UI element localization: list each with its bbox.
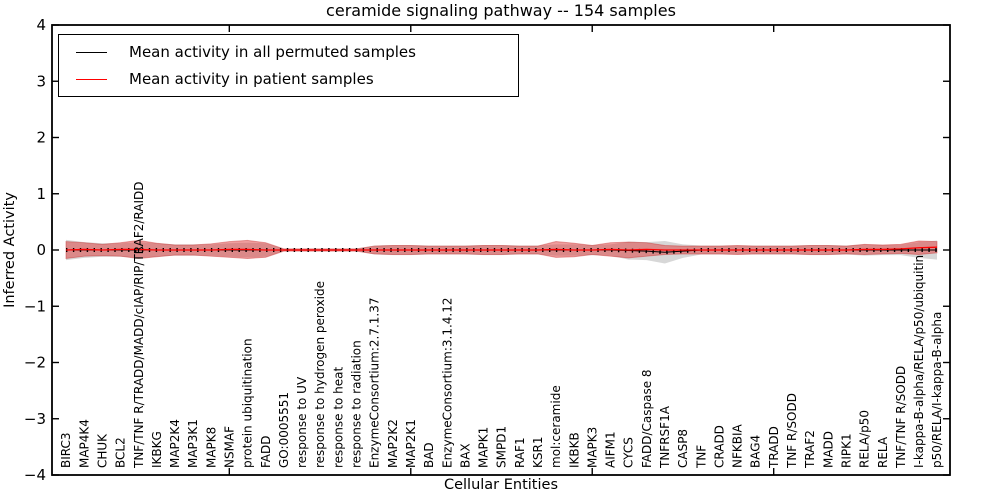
entity-tick-label: IKBKB bbox=[567, 432, 581, 468]
y-tick-label: 2 bbox=[36, 129, 46, 147]
entity-tick-label: response to hydrogen peroxide bbox=[313, 281, 327, 468]
y-tick-label: −3 bbox=[24, 410, 46, 428]
entity-tick-label: CYCS bbox=[622, 437, 636, 468]
entity-tick-label: RELA/p50 bbox=[858, 410, 872, 468]
entity-tick-label: MAP3K1 bbox=[186, 419, 200, 468]
entity-tick-label: MAPK1 bbox=[477, 427, 491, 468]
entity-tick-label: TRAF2 bbox=[803, 430, 817, 469]
legend-entry-patient: Mean activity in patient samples bbox=[59, 66, 518, 93]
y-tick-label: −1 bbox=[24, 297, 46, 315]
entity-tick-label: EnzymeConsortium:2.7.1.37 bbox=[368, 297, 382, 468]
entity-tick-label: BIRC3 bbox=[59, 432, 73, 468]
entity-tick-label: RELA bbox=[876, 436, 890, 468]
entity-tick-label: FADD bbox=[259, 436, 273, 469]
entity-tick-label: MAPK8 bbox=[204, 427, 218, 468]
entity-tick-label: NFKBIA bbox=[731, 423, 745, 468]
entity-tick-label: TNF R/SODD bbox=[785, 393, 799, 469]
entity-tick-label: response to heat bbox=[331, 366, 345, 468]
entity-tick-label: MAP2K2 bbox=[386, 419, 400, 468]
entity-tick-label: BAD bbox=[422, 442, 436, 468]
patient-line-swatch bbox=[76, 78, 107, 80]
legend: Mean activity in all permuted samples Me… bbox=[58, 34, 519, 97]
legend-label-patient: Mean activity in patient samples bbox=[129, 70, 374, 88]
entity-tick-label: MADD bbox=[821, 431, 835, 468]
x-axis-label: Cellular Entities bbox=[443, 477, 559, 493]
entity-tick-label: MAP2K4 bbox=[168, 419, 182, 468]
entity-tick-label: NSMAF bbox=[223, 426, 237, 468]
y-tick-label: 1 bbox=[36, 185, 46, 203]
chart-title: ceramide signaling pathway -- 154 sample… bbox=[326, 1, 676, 20]
entity-tick-label: CHUK bbox=[95, 433, 109, 468]
patient-mean-line bbox=[65, 246, 938, 251]
legend-label-permuted: Mean activity in all permuted samples bbox=[129, 43, 416, 61]
entity-tick-label: EnzymeConsortium:3.1.4.12 bbox=[440, 297, 454, 468]
y-tick-label: −2 bbox=[24, 354, 46, 372]
entity-tick-label: AIFM1 bbox=[604, 431, 618, 468]
entity-tick-label: BCL2 bbox=[114, 437, 128, 468]
entity-tick-label: MAP2K1 bbox=[404, 419, 418, 468]
entity-tick-label: CASP8 bbox=[676, 429, 690, 468]
entity-tick-label: RAF1 bbox=[513, 437, 527, 468]
entity-tick-label: p50/RELA/I-kappa-B-alpha bbox=[930, 312, 944, 468]
entity-tick-label: KSR1 bbox=[531, 437, 545, 468]
entity-tick-label: TRADD bbox=[767, 426, 781, 469]
entity-tick-label: MAPK3 bbox=[585, 427, 599, 468]
entity-tick-label: TNFRSF1A bbox=[658, 405, 672, 469]
entity-tick-label: CRADD bbox=[712, 425, 726, 468]
y-tick-label: 4 bbox=[36, 16, 46, 34]
entity-tick-label: I-kappa-B-alpha/RELA/p50/ubiquitin bbox=[912, 255, 926, 468]
permuted-line-swatch bbox=[76, 51, 107, 53]
entity-tick-label: SMPD1 bbox=[495, 426, 509, 468]
entity-tick-label: TNF bbox=[694, 445, 708, 469]
entity-tick-label: BAX bbox=[458, 443, 472, 468]
y-tick-label: 3 bbox=[36, 72, 46, 90]
entity-tick-label: MAP4K4 bbox=[77, 419, 91, 468]
entity-tick-label: response to radiation bbox=[350, 340, 364, 468]
entity-tick-label: RIPK1 bbox=[839, 433, 853, 468]
entity-tick-label: response to UV bbox=[295, 376, 309, 468]
y-axis-label: Inferred Activity bbox=[2, 192, 18, 308]
legend-entry-permuted: Mean activity in all permuted samples bbox=[59, 39, 518, 66]
entity-tick-label: TNF/TNF R/SODD bbox=[894, 366, 908, 469]
y-tick-label: −4 bbox=[24, 466, 46, 484]
entity-tick-label: FADD/Caspase 8 bbox=[640, 369, 654, 468]
entity-tick-label: mol:ceramide bbox=[549, 385, 563, 468]
y-tick-label: 0 bbox=[36, 241, 46, 259]
entity-tick-label: GO:0005551 bbox=[277, 392, 291, 468]
entity-tick-label: TNF/TNF R/TRADD/MADD/cIAP/RIP/TRAF2/RAID… bbox=[132, 182, 146, 470]
entity-tick-label: protein ubiquitination bbox=[241, 338, 255, 468]
entity-tick-label: IKBKG bbox=[150, 431, 164, 468]
entity-tick-label: BAG4 bbox=[749, 435, 763, 468]
